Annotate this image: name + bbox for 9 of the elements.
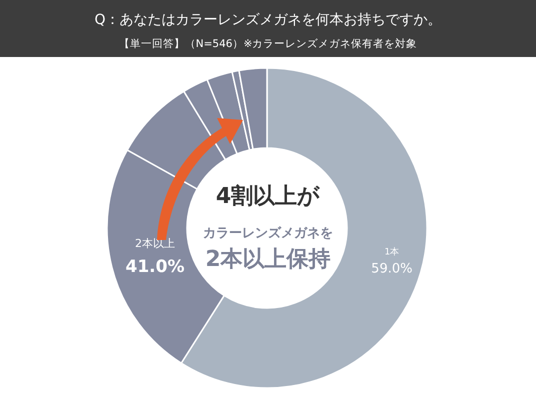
- text: 2本以上保持: [205, 247, 331, 272]
- text: 2本以上: [135, 237, 175, 250]
- text: 41.0%: [126, 257, 184, 277]
- text: 4割以上が: [216, 184, 320, 209]
- chart-title: Q：あなたはカラーレンズメガネを何本お持ちですか。: [94, 12, 442, 28]
- slice-label: 1本: [384, 246, 400, 258]
- data-label: 59.0%: [371, 261, 412, 276]
- text: カラーレンズメガネを: [203, 226, 333, 241]
- chart-subtitle: 【単一回答】（N=546）※カラーレンズメガネ保有者を対象: [118, 37, 418, 50]
